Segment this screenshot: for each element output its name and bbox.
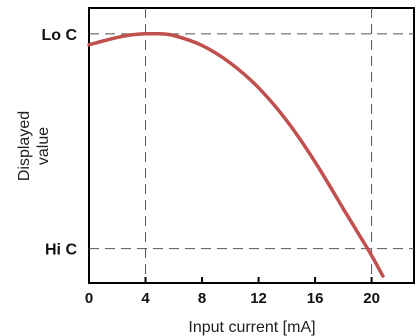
y-axis-labels: Lo C Hi C <box>41 27 77 259</box>
y-category-label-0: Lo C <box>41 27 77 44</box>
y-category-label-1: Hi C <box>45 242 77 259</box>
x-tick-label: 0 <box>85 290 93 307</box>
series-line-0 <box>87 31 385 278</box>
x-tick-label: 12 <box>250 290 267 307</box>
x-axis-title: Input current [mA] <box>188 319 315 336</box>
series-layer <box>87 31 385 278</box>
x-tick-label: 16 <box>307 290 324 307</box>
y-axis-title-line-1: Displayed <box>16 111 33 181</box>
y-axis-title-line-2: value <box>35 127 52 165</box>
x-tick-label: 8 <box>198 290 206 307</box>
x-axis-ticks: 0 4 8 12 16 20 <box>85 277 380 307</box>
x-tick-label: 20 <box>363 290 380 307</box>
x-tick-label: 4 <box>141 290 150 307</box>
y-axis-title: Displayed value <box>16 111 52 181</box>
